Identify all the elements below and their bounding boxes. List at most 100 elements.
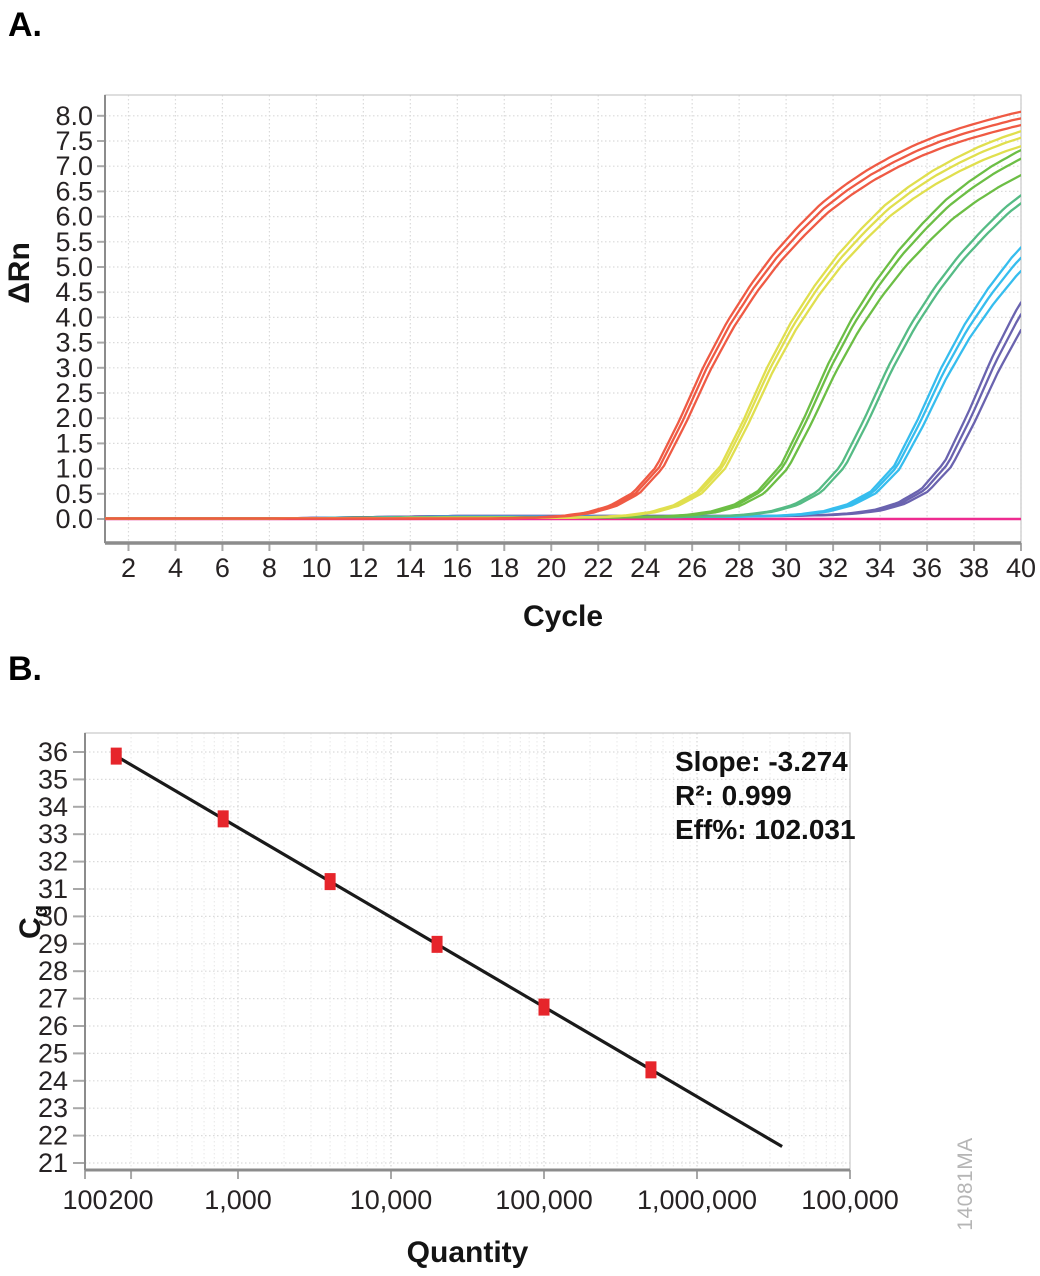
tick-label-x: 34 <box>865 553 895 583</box>
series-std-6 <box>105 328 1021 520</box>
amplification-curves <box>105 110 1021 521</box>
tick-label-x: 16 <box>442 553 472 583</box>
tick-label-y: 0.5 <box>55 479 93 509</box>
regression-stats: Slope: -3.274 R²: 0.999 Eff%: 102.031 <box>675 745 856 847</box>
tick-label-y: 32 <box>38 847 68 877</box>
panel-a-label: A. <box>8 6 42 44</box>
tick-label-y: 1.5 <box>55 428 93 458</box>
tick-label-y: 24 <box>38 1066 68 1096</box>
series-std-1 <box>105 117 1021 520</box>
tick-label-y: 4.5 <box>55 277 93 307</box>
efficiency-value: Eff%: 102.031 <box>675 814 856 845</box>
tick-label-y: 2.5 <box>55 378 93 408</box>
amplification-y-axis-title: ΔRn <box>3 242 36 304</box>
tick-label-y: 3.5 <box>55 328 93 358</box>
tick-label-y: 35 <box>38 764 68 794</box>
tick-label-x: 18 <box>489 553 519 583</box>
tick-label-x: 24 <box>630 553 660 583</box>
tick-label-y: 36 <box>38 737 68 767</box>
tick-label-x: 6 <box>215 553 230 583</box>
tick-label-x: 36 <box>912 553 942 583</box>
tick-label-x: 22 <box>583 553 613 583</box>
tick-label-y: 26 <box>38 1011 68 1041</box>
tick-label-y: 7.0 <box>55 151 93 181</box>
tick-label-y: 31 <box>38 874 68 904</box>
tick-label-x: 2 <box>121 553 136 583</box>
series-std-1 <box>105 110 1021 520</box>
series-std-4 <box>105 194 1021 520</box>
figure-id-watermark: 14081MA <box>954 1137 977 1231</box>
series-std-2 <box>105 136 1021 520</box>
grid-b <box>85 733 850 1170</box>
tick-label-x: 200 <box>109 1185 154 1215</box>
data-point <box>110 747 122 765</box>
standard-curve-plot: 100 200 1,000 10,000 100,000 1,000,000 100,000… <box>38 732 899 1215</box>
tick-label-y: 0.0 <box>55 504 93 534</box>
standard-points <box>110 747 657 1079</box>
standard-curve-y-axis-title: Cq <box>14 887 52 957</box>
tick-label-x: 32 <box>818 553 848 583</box>
tick-label-y: 30 <box>38 901 68 931</box>
ticks-a: 2 4 6 8 10 12 14 16 18 20 22 24 26 28 30 32 34 36 38 400.00… <box>55 101 1036 583</box>
tick-label-x: 26 <box>677 553 707 583</box>
tick-label-x: 20 <box>536 553 566 583</box>
tick-label-y: 29 <box>38 929 68 959</box>
panel-b-label: B. <box>8 650 42 688</box>
tick-label-y: 5.0 <box>55 252 93 282</box>
tick-label-x: 12 <box>348 553 378 583</box>
amplification-x-axis-title: Cycle <box>522 600 604 633</box>
series-std-2 <box>105 130 1021 520</box>
standard-curve-x-axis-title: Quantity <box>406 1236 529 1269</box>
tick-label-y: 8.0 <box>55 101 93 131</box>
r-squared-value: R²: 0.999 <box>675 780 792 811</box>
tick-label-y: 21 <box>38 1148 68 1178</box>
tick-label-x: 38 <box>959 553 989 583</box>
tick-label-y: 34 <box>38 792 68 822</box>
tick-label-x: 1,000,000 <box>637 1185 757 1215</box>
series-std-4 <box>105 202 1021 520</box>
tick-label-x: 8 <box>262 553 277 583</box>
tick-label-y: 23 <box>38 1093 68 1123</box>
ticks-b: 100 200 1,000 10,000 100,000 1,000,000 100,000… <box>38 737 899 1215</box>
tick-label-y: 25 <box>38 1038 68 1068</box>
data-point <box>431 935 443 953</box>
series-std-2 <box>105 145 1021 520</box>
series-std-6 <box>105 313 1021 520</box>
cq-label-main: C <box>14 917 47 939</box>
tick-label-y: 2.0 <box>55 403 93 433</box>
series-std-3 <box>105 173 1021 520</box>
tick-label-y: 28 <box>38 956 68 986</box>
tick-label-y: 1.0 <box>55 454 93 484</box>
tick-label-x: 1,000 <box>204 1185 272 1215</box>
tick-label-x: 100,000 <box>801 1185 899 1215</box>
tick-label-y: 33 <box>38 819 68 849</box>
cq-label-subscript: q <box>30 905 52 918</box>
data-point <box>217 810 229 828</box>
tick-label-y: 3.0 <box>55 353 93 383</box>
tick-label-x: 4 <box>168 553 183 583</box>
data-point <box>645 1061 657 1079</box>
tick-label-y: 22 <box>38 1121 68 1151</box>
tick-label-y: 4.0 <box>55 302 93 332</box>
series-std-1 <box>105 123 1021 520</box>
tick-label-x: 14 <box>395 553 425 583</box>
amplification-plot: 2 4 6 8 10 12 14 16 18 20 22 24 26 28 30 32 34 36 38 400.00… <box>55 94 1036 583</box>
tick-label-x: 10 <box>301 553 331 583</box>
tick-label-x: 100 <box>62 1185 107 1215</box>
tick-label-y: 27 <box>38 984 68 1014</box>
tick-label-x: 30 <box>771 553 801 583</box>
tick-label-x: 100,000 <box>495 1185 593 1215</box>
tick-label-y: 5.5 <box>55 227 93 257</box>
series-std-5 <box>105 246 1021 520</box>
data-point <box>538 998 550 1016</box>
tick-label-x: 28 <box>724 553 754 583</box>
data-point <box>324 873 336 891</box>
tick-label-y: 7.5 <box>55 126 93 156</box>
tick-label-x: 10,000 <box>350 1185 433 1215</box>
tick-label-y: 6.5 <box>55 176 93 206</box>
slope-value: Slope: -3.274 <box>675 746 848 777</box>
tick-label-y: 6.0 <box>55 202 93 232</box>
tick-label-x: 40 <box>1006 553 1036 583</box>
